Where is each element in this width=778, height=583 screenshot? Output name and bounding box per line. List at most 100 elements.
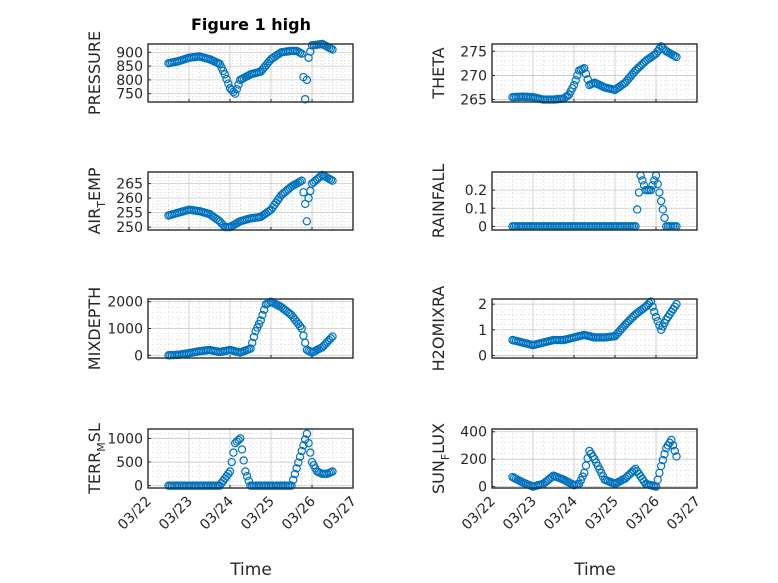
data-point [638, 176, 647, 185]
data-point [328, 467, 337, 476]
axes-border [147, 428, 354, 489]
data-point [668, 441, 678, 450]
y-axis-label-theta: THETA [429, 47, 448, 99]
data-point [304, 438, 313, 448]
y-tick-label: 265 [460, 93, 487, 109]
data-point [294, 458, 303, 467]
data-point [656, 196, 666, 206]
y-tick-label: 500 [116, 455, 143, 471]
data-point [241, 467, 250, 476]
data-point [328, 45, 337, 54]
axes-border [491, 298, 698, 359]
y-tick-label: 260 [116, 191, 143, 207]
y-tick-label: 2000 [107, 295, 143, 311]
data-point [295, 177, 305, 186]
data-point [655, 188, 664, 197]
axes-border [491, 428, 698, 489]
data-point [297, 446, 306, 456]
data-point [646, 297, 656, 306]
y-tick-label: 0.2 [465, 183, 487, 199]
y-tick-label: 0.1 [465, 201, 487, 217]
y-axis-label-rainfall: RAINFALL [429, 164, 448, 239]
y-tick-label: 255 [116, 206, 143, 222]
data-point [290, 469, 300, 479]
data-point [326, 334, 335, 343]
data-point [300, 95, 310, 104]
data-point [302, 75, 312, 85]
data-point [220, 70, 230, 79]
data-point [328, 332, 337, 341]
subplot-h2omixra: 0 1 2 H2OMIXRA [429, 286, 698, 371]
y-axis-label-sun_flux: SUNFLUX [429, 423, 452, 494]
y-axis-label-pressure: PRESSURE [85, 31, 104, 115]
data-point [224, 79, 233, 88]
y-axis-label-mixdepth: MIXDEPTH [85, 287, 104, 370]
axes-border [147, 298, 354, 359]
y-tick-label: 2 [478, 297, 487, 313]
y-tick-label: 1000 [107, 431, 143, 447]
y-tick-label: 0 [478, 480, 487, 496]
data-point [225, 467, 235, 476]
data-point [232, 84, 242, 94]
data-point [304, 53, 313, 63]
data-point [224, 469, 233, 479]
data-point [230, 89, 240, 98]
data-point [242, 472, 252, 481]
axes-border [147, 43, 354, 103]
data-point [670, 51, 679, 61]
y-axis-label-air_temp: AIRTEMP [85, 167, 108, 234]
data-point [658, 455, 668, 465]
data-point [222, 74, 231, 84]
x-axis-label-left: Time [229, 560, 272, 580]
axes-border [491, 171, 698, 231]
data-point [571, 76, 580, 85]
data-point [227, 457, 236, 467]
data-point [248, 338, 257, 348]
axes-border [147, 171, 354, 231]
data-point [287, 481, 296, 490]
data-point [655, 321, 664, 330]
data-point [292, 464, 301, 473]
data-point [667, 435, 676, 445]
data-point [650, 307, 659, 317]
data-point [569, 80, 579, 90]
data-point [651, 312, 661, 322]
data-point [670, 446, 679, 456]
data-point [653, 179, 662, 189]
data-point [297, 176, 306, 185]
data-point [646, 185, 656, 195]
y-tick-label: 250 [116, 220, 143, 236]
y-tick-label: 800 [116, 73, 143, 89]
data-point [633, 205, 642, 214]
data-point [229, 448, 238, 457]
figure-title: Figure 1 high [191, 15, 311, 34]
y-axis-label-terr_msl: TERRMSL [85, 423, 108, 495]
x-axis-label-right: Time [573, 560, 616, 580]
data-point [297, 49, 306, 58]
axes-border [491, 43, 698, 103]
data-point [299, 441, 308, 450]
y-tick-label: 275 [460, 44, 487, 60]
data-point [581, 69, 591, 79]
data-point [672, 299, 681, 309]
data-point [302, 217, 312, 226]
y-tick-label: 200 [460, 452, 487, 468]
data-point [306, 448, 315, 457]
data-point [660, 213, 669, 223]
data-point [295, 452, 305, 461]
data-point [289, 475, 298, 485]
y-tick-label: 0 [134, 348, 143, 364]
data-point [236, 434, 245, 443]
data-point [258, 310, 267, 320]
data-point [660, 449, 669, 459]
data-point [658, 205, 668, 214]
y-tick-label: 0 [478, 219, 487, 235]
data-point [249, 332, 259, 342]
data-point [672, 452, 681, 461]
subplot-rainfall: 0 0.1 0.2 RAINFALL [429, 164, 698, 239]
data-point [302, 429, 312, 438]
